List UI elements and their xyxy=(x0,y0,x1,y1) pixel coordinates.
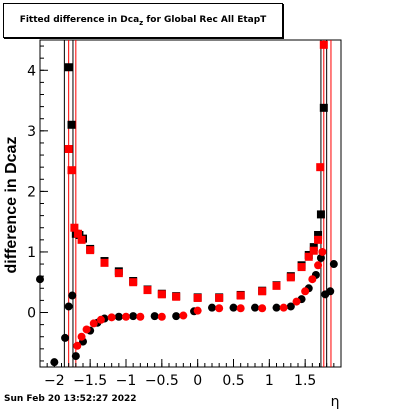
circle-marker xyxy=(36,275,44,284)
data-markers xyxy=(36,40,338,367)
square-marker xyxy=(143,286,152,295)
circle-marker xyxy=(236,304,245,313)
circle-marker xyxy=(308,275,317,284)
y-axis-label: difference in Dcaz xyxy=(3,137,20,274)
square-marker xyxy=(215,293,224,302)
x-tick-label: −2 xyxy=(44,373,65,389)
y-tick-label: 1 xyxy=(27,245,36,261)
square-marker xyxy=(64,145,73,153)
circle-marker xyxy=(215,304,224,313)
circle-marker xyxy=(61,333,70,342)
frame xyxy=(39,39,342,368)
timestamp-footer: Sun Feb 20 13:52:27 2022 xyxy=(4,394,137,404)
chart-title: Fitted difference in Dcaz for Global Rec… xyxy=(20,15,267,27)
x-tick-label: 1 xyxy=(265,373,274,389)
error-bars xyxy=(63,40,332,367)
square-marker xyxy=(86,246,95,255)
square-marker xyxy=(100,258,109,267)
circle-marker xyxy=(314,261,323,270)
circle-marker xyxy=(258,304,267,313)
square-marker xyxy=(77,235,86,244)
circle-marker xyxy=(122,312,130,321)
x-tick-label: 0 xyxy=(193,373,202,389)
circle-marker xyxy=(89,319,98,328)
square-marker xyxy=(319,103,328,112)
circle-marker xyxy=(172,312,181,321)
x-tick-label: 1.5 xyxy=(294,373,316,389)
square-marker xyxy=(193,293,202,302)
circle-marker xyxy=(71,352,80,361)
circle-marker xyxy=(301,287,310,296)
square-marker xyxy=(157,290,166,299)
square-marker xyxy=(73,229,82,238)
x-tick-label: −1.5 xyxy=(73,373,107,389)
circle-marker xyxy=(193,306,202,315)
circle-marker xyxy=(68,291,77,300)
circle-marker xyxy=(107,313,116,322)
title-suffix: for Global Rec All EtapT xyxy=(143,14,267,25)
title-box: Fitted difference in Dcaz for Global Rec… xyxy=(3,3,283,38)
circle-marker xyxy=(329,260,338,269)
square-marker xyxy=(314,235,323,244)
square-marker xyxy=(236,291,245,300)
circle-marker xyxy=(318,247,327,256)
circle-marker xyxy=(179,311,188,320)
circle-marker xyxy=(229,303,238,312)
y-tick-label: 2 xyxy=(27,184,36,200)
square-marker xyxy=(67,120,76,129)
circle-marker xyxy=(279,303,288,312)
square-marker xyxy=(316,163,325,172)
square-marker xyxy=(258,287,267,296)
square-marker xyxy=(304,252,313,261)
circle-marker xyxy=(150,312,159,321)
circle-marker xyxy=(77,332,86,341)
square-marker xyxy=(319,40,328,49)
square-marker xyxy=(314,230,323,239)
circle-marker xyxy=(272,303,281,312)
circle-marker xyxy=(136,312,145,321)
y-tick-label: 0 xyxy=(27,306,36,322)
square-marker xyxy=(316,210,325,219)
x-tick-label: −1 xyxy=(116,373,137,389)
square-marker xyxy=(70,223,79,232)
circle-marker xyxy=(96,315,105,324)
circle-marker xyxy=(292,297,301,306)
square-marker xyxy=(172,292,181,301)
y-tick-label: 3 xyxy=(27,124,36,140)
x-tick-label: −0.5 xyxy=(145,373,179,389)
circle-marker xyxy=(73,341,82,350)
square-marker xyxy=(114,269,123,278)
circle-marker xyxy=(326,287,335,296)
square-marker xyxy=(64,63,73,72)
circle-marker xyxy=(82,325,91,334)
circle-marker xyxy=(64,302,73,311)
circle-marker xyxy=(251,303,259,312)
circle-marker xyxy=(157,312,166,321)
title-prefix: Fitted difference in Dca xyxy=(19,14,140,25)
square-marker xyxy=(272,281,281,290)
circle-marker xyxy=(114,312,123,321)
square-marker xyxy=(129,278,138,287)
x-tick-label: 0.5 xyxy=(222,373,244,389)
circle-marker xyxy=(129,312,138,321)
y-tick-label: 4 xyxy=(27,63,36,79)
square-marker xyxy=(286,273,295,282)
circle-marker xyxy=(208,303,216,312)
circle-marker xyxy=(316,254,325,262)
title-subscript: z xyxy=(139,18,144,27)
square-marker xyxy=(309,246,318,255)
square-marker xyxy=(297,263,306,272)
axis-ticks: −2 −1.5 −1 −0.5 0 0.5 1 1.5 0 1 2 3 4 xyxy=(27,45,342,389)
square-marker xyxy=(67,166,76,175)
circle-marker xyxy=(286,302,295,311)
x-axis-label: η xyxy=(331,394,340,409)
